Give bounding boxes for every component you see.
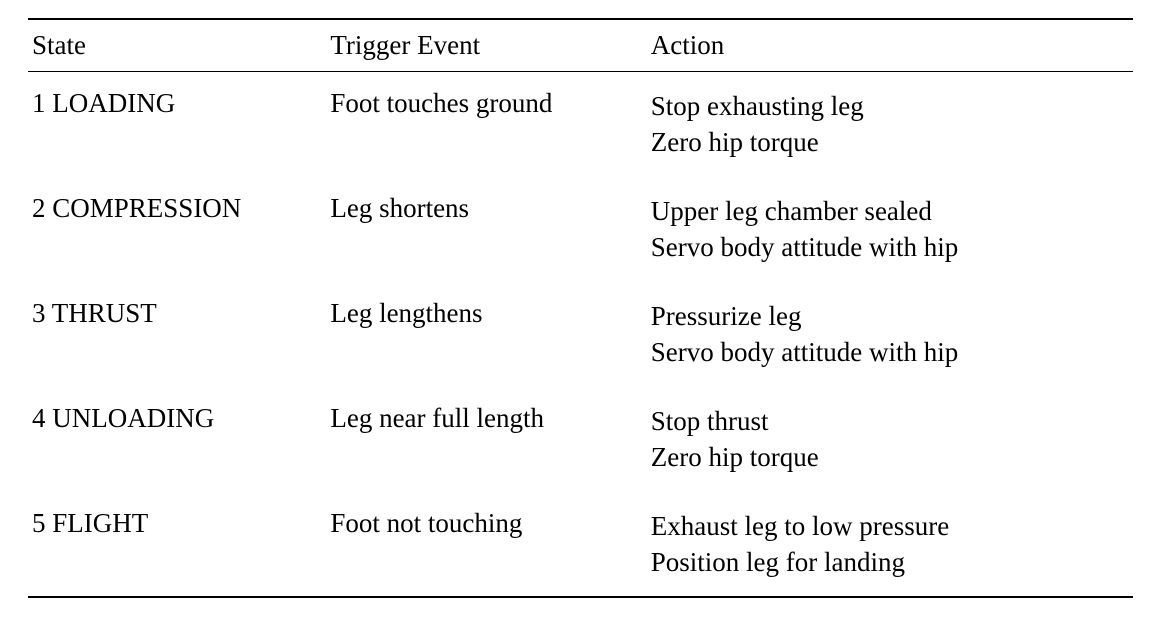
table-row: 4 UNLOADING Leg near full length Stop th… — [28, 387, 1133, 492]
cell-trigger: Leg near full length — [326, 387, 646, 492]
cell-trigger: Foot not touching — [326, 492, 646, 598]
action-line: Upper leg chamber sealed — [651, 193, 1123, 229]
table-row: 2 COMPRESSION Leg shortens Upper leg cha… — [28, 177, 1133, 282]
action-line: Pressurize leg — [651, 298, 1123, 334]
cell-state: 2 COMPRESSION — [28, 177, 326, 282]
action-line: Position leg for landing — [651, 544, 1123, 580]
col-header-state: State — [28, 19, 326, 72]
cell-action: Stop exhausting leg Zero hip torque — [647, 72, 1133, 177]
action-line: Stop thrust — [651, 403, 1123, 439]
table-row: 3 THRUST Leg lengthens Pressurize leg Se… — [28, 282, 1133, 387]
action-line: Zero hip torque — [651, 124, 1123, 160]
state-table: State Trigger Event Action 1 LOADING Foo… — [28, 18, 1133, 598]
table-header-row: State Trigger Event Action — [28, 19, 1133, 72]
cell-state: 5 FLIGHT — [28, 492, 326, 598]
cell-action: Exhaust leg to low pressure Position leg… — [647, 492, 1133, 598]
table-row: 1 LOADING Foot touches ground Stop exhau… — [28, 72, 1133, 177]
cell-state: 3 THRUST — [28, 282, 326, 387]
cell-action: Pressurize leg Servo body attitude with … — [647, 282, 1133, 387]
table-row: 5 FLIGHT Foot not touching Exhaust leg t… — [28, 492, 1133, 598]
action-line: Exhaust leg to low pressure — [651, 508, 1123, 544]
cell-action: Stop thrust Zero hip torque — [647, 387, 1133, 492]
cell-trigger: Leg lengthens — [326, 282, 646, 387]
action-line: Servo body attitude with hip — [651, 334, 1123, 370]
cell-trigger: Leg shortens — [326, 177, 646, 282]
cell-trigger: Foot touches ground — [326, 72, 646, 177]
cell-state: 1 LOADING — [28, 72, 326, 177]
action-line: Stop exhausting leg — [651, 88, 1123, 124]
cell-action: Upper leg chamber sealed Servo body atti… — [647, 177, 1133, 282]
table-header: State Trigger Event Action — [28, 19, 1133, 72]
cell-state: 4 UNLOADING — [28, 387, 326, 492]
col-header-trigger: Trigger Event — [326, 19, 646, 72]
table-body: 1 LOADING Foot touches ground Stop exhau… — [28, 72, 1133, 598]
col-header-action: Action — [647, 19, 1133, 72]
action-line: Zero hip torque — [651, 439, 1123, 475]
action-line: Servo body attitude with hip — [651, 229, 1123, 265]
